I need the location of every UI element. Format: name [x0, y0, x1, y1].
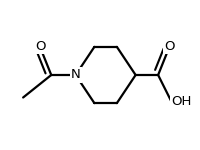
- Text: OH: OH: [171, 95, 192, 108]
- Text: O: O: [164, 40, 175, 53]
- Text: O: O: [35, 40, 45, 53]
- Text: N: N: [71, 69, 80, 81]
